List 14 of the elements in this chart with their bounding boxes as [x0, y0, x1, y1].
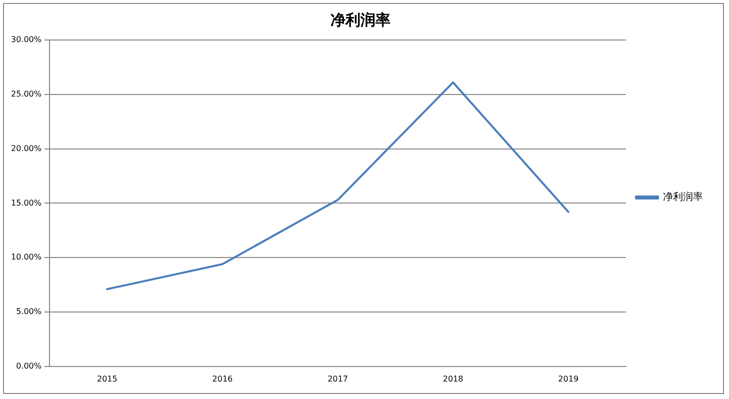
y-tick-label: 0.00% [16, 361, 42, 370]
y-tick-label: 20.00% [10, 144, 42, 153]
y-tick-label: 10.00% [10, 252, 42, 262]
y-tick-label: 15.00% [10, 198, 42, 208]
x-tick-label: 2016 [212, 374, 233, 384]
legend-label: 净利润率 [663, 191, 703, 204]
y-tick-label: 30.00% [10, 35, 42, 44]
chart-title: 净利润率 [330, 10, 390, 29]
y-tick-label: 5.00% [16, 307, 42, 316]
x-tick-label: 2017 [328, 374, 348, 384]
x-tick-label: 2018 [442, 374, 464, 384]
y-tick-label: 25.00% [10, 89, 42, 98]
x-tick-label: 2019 [558, 374, 579, 384]
x-tick-label: 2015 [96, 374, 118, 384]
